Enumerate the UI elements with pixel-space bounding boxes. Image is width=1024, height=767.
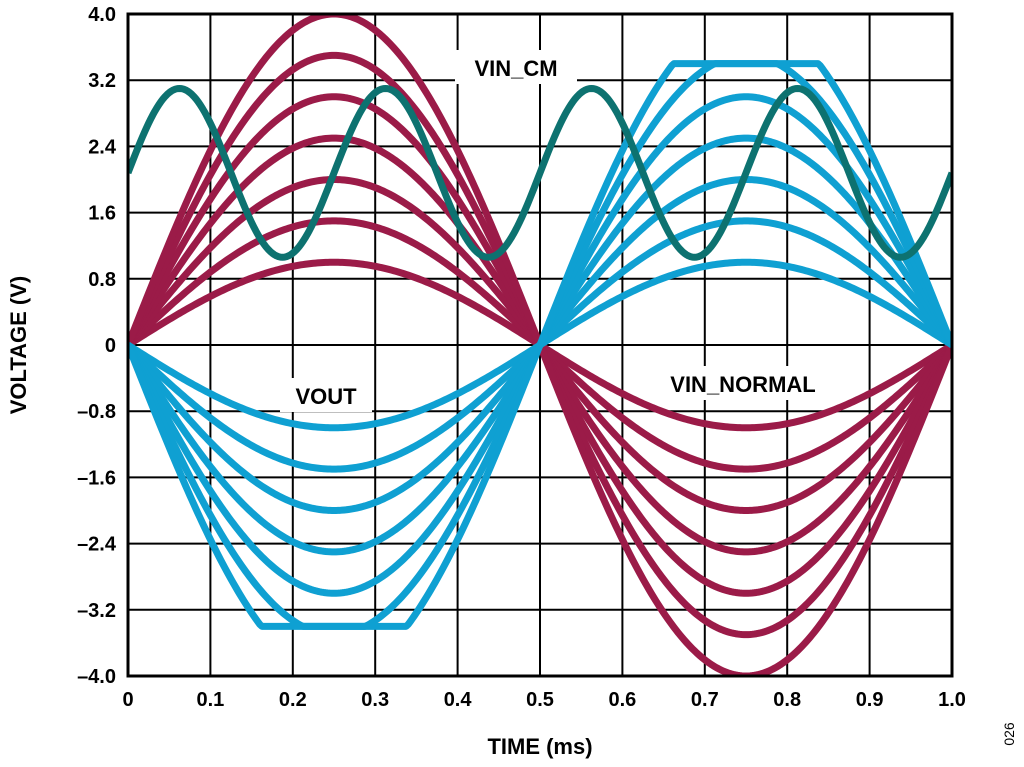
x-tick-label: 0.1 xyxy=(196,689,224,711)
y-tick-label: 0.8 xyxy=(88,269,116,291)
y-tick-label: –0.8 xyxy=(77,401,116,423)
x-tick-label: 0.5 xyxy=(526,689,554,711)
curves xyxy=(128,14,952,676)
x-tick-label: 0 xyxy=(122,689,133,711)
vout-label: VOUT xyxy=(295,384,357,409)
vout-label-bg xyxy=(280,378,372,412)
x-tick-label: 0.8 xyxy=(773,689,801,711)
x-tick-label: 0.3 xyxy=(361,689,389,711)
vin-normal-label: VIN_NORMAL xyxy=(670,372,815,397)
x-tick-label: 0.2 xyxy=(279,689,307,711)
vin-cm-line xyxy=(128,84,952,261)
x-tick-label: 0.9 xyxy=(856,689,884,711)
x-tick-label: 0.4 xyxy=(444,689,473,711)
y-tick-label: 2.4 xyxy=(88,136,117,158)
y-tick-label: 0 xyxy=(105,335,116,357)
vout-line xyxy=(128,60,952,630)
y-tick-label: –1.6 xyxy=(77,467,116,489)
y-tick-label: –2.4 xyxy=(77,534,117,556)
x-tick-label: 0.6 xyxy=(608,689,636,711)
figure-id: 026 xyxy=(1001,722,1017,746)
y-tick-label: –4.0 xyxy=(77,666,116,688)
y-tick-label: –3.2 xyxy=(77,600,116,622)
plot-frame xyxy=(126,12,954,678)
vin-cm-label-bg xyxy=(455,50,577,84)
y-tick-label: 3.2 xyxy=(88,70,116,92)
y-tick-labels: 4.0 3.2 2.4 1.6 0.8 0 –0.8 –1.6 –2.4 –3.2 –4.0 xyxy=(77,4,117,688)
y-axis-title: VOLTAGE (V) xyxy=(6,276,31,415)
y-tick-label: 4.0 xyxy=(88,4,116,26)
x-tick-label: 1.0 xyxy=(938,689,966,711)
x-tick-label: 0.7 xyxy=(691,689,719,711)
x-tick-labels: 0 0.1 0.2 0.3 0.4 0.5 0.6 0.7 0.8 0.9 1.0 xyxy=(122,689,965,711)
vin-normal-label-bg xyxy=(660,366,826,400)
y-tick-label: 1.6 xyxy=(88,203,116,225)
x-axis-title: TIME (ms) xyxy=(487,734,592,759)
vin-cm-label: VIN_CM xyxy=(474,56,557,81)
